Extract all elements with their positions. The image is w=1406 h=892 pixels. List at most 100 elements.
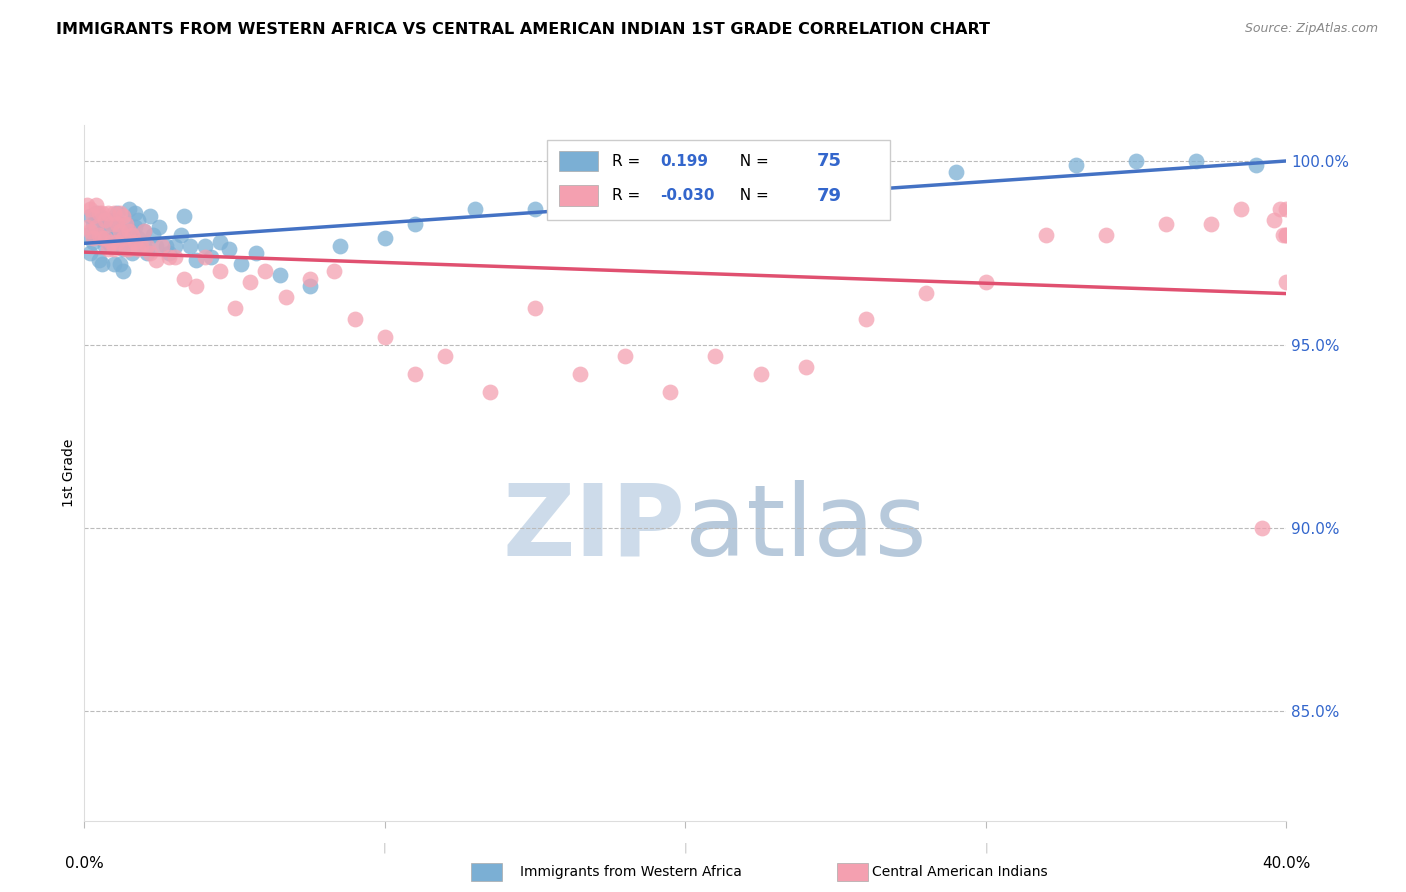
Point [1275, 227, 1298, 242]
Point [157, 250, 180, 264]
Point [1156, 217, 1178, 231]
Y-axis label: 1st Grade: 1st Grade [62, 439, 76, 507]
Point [1125, 154, 1147, 169]
Text: 0.199: 0.199 [661, 153, 709, 169]
Point [121, 246, 143, 260]
Point [464, 202, 486, 216]
Text: |: | [984, 843, 988, 854]
Point [224, 301, 246, 315]
Point [974, 276, 997, 290]
Point [103, 206, 125, 220]
Point [107, 235, 129, 249]
Point [1275, 227, 1298, 242]
Point [614, 349, 637, 363]
Point [374, 231, 396, 245]
Point [112, 210, 135, 224]
Point [524, 202, 547, 216]
Point [97, 243, 120, 257]
Point [107, 217, 129, 231]
Point [229, 257, 252, 271]
Point [118, 224, 141, 238]
Point [184, 279, 207, 293]
Point [79, 202, 101, 216]
Bar [547, 140, 890, 220]
Point [79, 210, 101, 224]
Text: -0.030: -0.030 [661, 188, 714, 203]
Point [127, 243, 149, 257]
Point [89, 253, 111, 268]
Point [89, 210, 111, 224]
Text: |: | [382, 843, 387, 854]
Point [124, 235, 146, 249]
Bar [560, 151, 598, 171]
Point [749, 367, 772, 381]
Point [184, 253, 207, 268]
Point [194, 238, 217, 252]
Point [97, 213, 120, 227]
Point [112, 231, 135, 245]
Point [322, 264, 344, 278]
Point [179, 238, 201, 252]
Point [1270, 202, 1292, 216]
Point [269, 268, 291, 282]
Point [86, 220, 108, 235]
Point [434, 349, 457, 363]
Point [163, 238, 186, 252]
Point [134, 238, 156, 252]
Point [97, 235, 120, 249]
Text: R =: R = [612, 188, 645, 203]
Point [82, 235, 104, 249]
Point [115, 243, 138, 257]
Point [569, 367, 592, 381]
Point [155, 238, 177, 252]
Point [94, 238, 117, 252]
Point [118, 243, 141, 257]
Point [794, 359, 817, 374]
Point [1275, 202, 1298, 216]
Point [145, 253, 167, 268]
Point [1230, 202, 1253, 216]
Point [91, 213, 114, 227]
Point [145, 238, 167, 252]
Point [94, 231, 117, 245]
Point [107, 227, 129, 242]
Point [100, 217, 122, 231]
Point [1251, 521, 1274, 535]
Point [1064, 158, 1087, 172]
Point [152, 238, 174, 252]
Text: 40.0%: 40.0% [1263, 856, 1310, 871]
Point [200, 250, 222, 264]
Point [173, 210, 195, 224]
Point [131, 238, 153, 252]
Point [614, 191, 637, 205]
Point [118, 224, 141, 238]
Point [121, 231, 143, 245]
Point [89, 206, 111, 220]
Point [103, 231, 125, 245]
Point [173, 271, 195, 285]
Text: N =: N = [730, 153, 773, 169]
Point [194, 250, 217, 264]
Point [136, 246, 159, 260]
Point [239, 276, 262, 290]
Point [110, 224, 132, 238]
Point [89, 227, 111, 242]
Point [524, 301, 547, 315]
Point [121, 227, 143, 242]
Point [1275, 276, 1298, 290]
Point [1246, 158, 1268, 172]
Point [97, 206, 120, 220]
Point [404, 367, 426, 381]
Text: 79: 79 [817, 186, 841, 205]
Point [704, 349, 727, 363]
Point [1201, 217, 1223, 231]
Point [148, 220, 170, 235]
Point [86, 227, 108, 242]
Text: atlas: atlas [686, 480, 927, 577]
Point [824, 191, 846, 205]
Point [94, 213, 117, 227]
Text: IMMIGRANTS FROM WESTERN AFRICA VS CENTRAL AMERICAN INDIAN 1ST GRADE CORRELATION : IMMIGRANTS FROM WESTERN AFRICA VS CENTRA… [56, 22, 990, 37]
Point [110, 257, 132, 271]
Point [704, 180, 727, 194]
Point [103, 213, 125, 227]
